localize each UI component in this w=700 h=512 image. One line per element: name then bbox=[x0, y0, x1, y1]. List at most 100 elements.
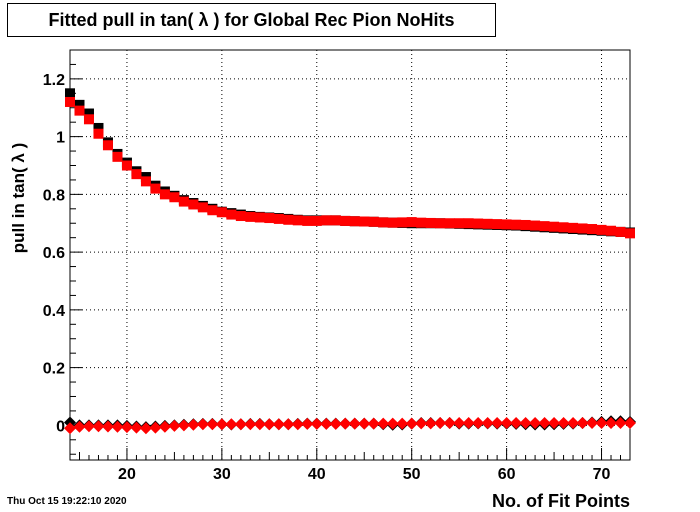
data-point-square bbox=[321, 215, 332, 226]
data-point-diamond bbox=[244, 418, 257, 431]
data-point-square bbox=[292, 215, 303, 226]
data-point-diamond bbox=[481, 417, 494, 430]
data-point-square bbox=[340, 215, 351, 226]
data-point-diamond bbox=[282, 418, 295, 431]
data-point-square bbox=[615, 226, 626, 237]
data-point-diamond bbox=[149, 421, 162, 434]
data-point-diamond bbox=[139, 422, 152, 435]
data-point-square bbox=[254, 212, 265, 223]
data-point-square bbox=[83, 114, 94, 125]
data-point-diamond bbox=[576, 417, 589, 430]
data-point-diamond bbox=[187, 418, 200, 431]
data-point-diamond bbox=[605, 417, 618, 430]
axes bbox=[69, 49, 631, 461]
series-3 bbox=[64, 417, 636, 435]
data-point-square bbox=[492, 219, 503, 230]
plot-frame bbox=[69, 49, 631, 461]
data-point-diamond bbox=[310, 417, 323, 430]
x-axis-label: No. of Fit Points bbox=[492, 491, 630, 511]
data-point-square bbox=[387, 217, 398, 228]
data-point-diamond bbox=[472, 417, 485, 430]
data-point-square bbox=[83, 108, 94, 119]
chart-title: Fitted pull in tan( λ ) for Global Rec P… bbox=[7, 3, 496, 37]
x-tick-label: 50 bbox=[403, 466, 421, 483]
data-point-square bbox=[74, 99, 85, 110]
data-point-square bbox=[283, 214, 294, 225]
data-point-square bbox=[74, 105, 85, 116]
data-point-square bbox=[425, 217, 436, 228]
data-point-square bbox=[112, 151, 123, 162]
y-tick-label: 1 bbox=[56, 130, 65, 147]
data-point-square bbox=[520, 219, 531, 230]
data-point-square bbox=[625, 228, 635, 239]
data-point-square bbox=[511, 219, 522, 230]
grid bbox=[70, 50, 630, 460]
data-point-square bbox=[311, 215, 322, 226]
data-point-diamond bbox=[64, 422, 76, 435]
tick-labels: 20 30 40 50 60 70 0 0.2 0.4 0.6 0.8 1 1.2 bbox=[43, 72, 611, 483]
data-point-diamond bbox=[92, 420, 105, 433]
data-point-diamond bbox=[329, 417, 342, 430]
data-point-diamond bbox=[491, 417, 504, 430]
data-point-square bbox=[416, 217, 427, 228]
data-point-square bbox=[65, 96, 75, 107]
data-point-square bbox=[587, 224, 598, 235]
data-point-square bbox=[482, 218, 493, 229]
x-tick-label: 30 bbox=[213, 466, 231, 483]
data-point-diamond bbox=[586, 417, 599, 430]
y-tick-label: 0 bbox=[56, 418, 65, 435]
data-point-square bbox=[568, 222, 579, 233]
data-point-square bbox=[539, 221, 550, 232]
series-1 bbox=[65, 96, 635, 239]
data-point-square bbox=[102, 140, 113, 151]
data-point-square bbox=[596, 224, 607, 235]
data-point-square bbox=[444, 218, 455, 229]
data-point-square bbox=[397, 217, 408, 228]
data-point-square bbox=[549, 221, 560, 232]
data-point-diamond bbox=[529, 417, 542, 430]
data-point-diamond bbox=[196, 418, 209, 431]
data-point-diamond bbox=[567, 417, 580, 430]
data-point-square bbox=[463, 218, 474, 229]
data-point-square bbox=[349, 216, 360, 227]
x-tick-label: 60 bbox=[498, 466, 516, 483]
y-tick-label: 0.4 bbox=[43, 303, 65, 320]
data-point-square bbox=[368, 216, 379, 227]
data-point-diamond bbox=[358, 417, 371, 430]
data-point-diamond bbox=[386, 417, 399, 430]
data-point-square bbox=[577, 223, 588, 234]
data-point-diamond bbox=[234, 418, 247, 431]
y-tick-label: 0.8 bbox=[43, 187, 65, 204]
data-point-diamond bbox=[291, 418, 304, 431]
data-point-square bbox=[216, 207, 227, 218]
data-point-diamond bbox=[320, 417, 333, 430]
data-point-square bbox=[406, 217, 417, 228]
x-tick-label: 20 bbox=[118, 466, 136, 483]
data-point-square bbox=[264, 213, 275, 224]
data-point-square bbox=[530, 220, 541, 231]
data-point-square bbox=[131, 169, 142, 180]
data-point-square bbox=[140, 176, 151, 187]
data-point-diamond bbox=[396, 417, 409, 430]
data-point-diamond bbox=[510, 417, 523, 430]
data-point-square bbox=[473, 218, 484, 229]
data-point-square bbox=[302, 215, 313, 226]
data-point-square bbox=[207, 205, 218, 216]
data-point-diamond bbox=[206, 418, 219, 431]
data-point-diamond bbox=[301, 417, 314, 430]
data-point-diamond bbox=[73, 420, 86, 433]
series-0 bbox=[65, 88, 635, 238]
data-point-diamond bbox=[538, 417, 551, 430]
data-point-diamond bbox=[82, 420, 95, 433]
y-tick-label: 0.6 bbox=[43, 245, 65, 262]
y-axis-label: pull in tan( λ ) bbox=[9, 142, 28, 254]
data-point-square bbox=[169, 192, 180, 203]
data-point-square bbox=[178, 196, 189, 207]
data-point-diamond bbox=[177, 419, 190, 432]
data-point-diamond bbox=[367, 417, 380, 430]
x-tick-label: 70 bbox=[593, 466, 611, 483]
data-point-square bbox=[121, 160, 132, 171]
data-point-diamond bbox=[377, 417, 390, 430]
data-point-diamond bbox=[130, 421, 143, 434]
